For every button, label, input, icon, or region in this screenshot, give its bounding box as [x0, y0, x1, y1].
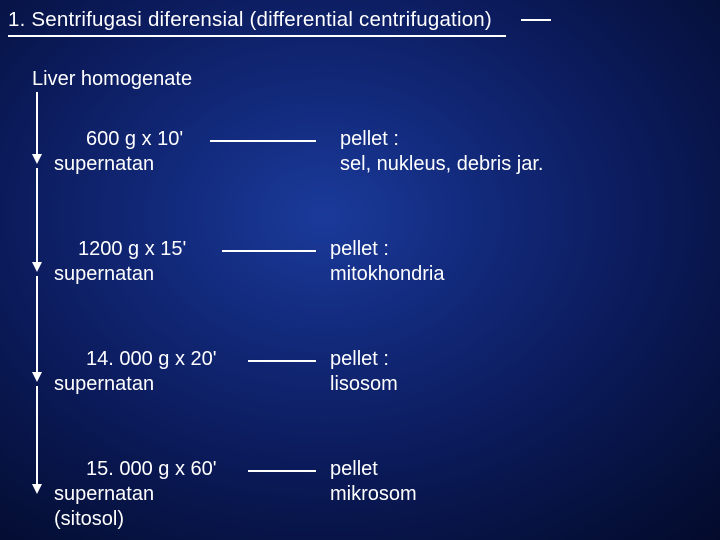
connector-line-1	[210, 140, 316, 142]
pellet-label: pellet	[330, 458, 378, 481]
pellet-label: pellet :	[340, 128, 399, 151]
connector-line-2	[222, 250, 316, 252]
flow-arrow-2	[36, 168, 38, 266]
step-supernatant: supernatan	[54, 373, 154, 396]
step-supernatant: supernatan	[54, 263, 154, 286]
flow-arrow-1	[36, 92, 38, 158]
title-underline	[8, 35, 506, 37]
pellet-items: lisosom	[330, 373, 398, 396]
pellet-items: mitokhondria	[330, 263, 445, 286]
step-supernatant: supernatan	[54, 153, 154, 176]
flow-arrow-3	[36, 276, 38, 376]
flow-arrow-4	[36, 386, 38, 488]
title-dash-icon	[521, 19, 551, 21]
slide-title: 1. Sentrifugasi diferensial (differentia…	[8, 8, 492, 32]
connector-line-4	[248, 470, 316, 472]
pellet-label: pellet :	[330, 348, 389, 371]
step-condition: 14. 000 g x 20'	[86, 348, 217, 371]
arrowhead-icon-4	[32, 484, 42, 494]
connector-line-3	[248, 360, 316, 362]
arrowhead-icon-1	[32, 154, 42, 164]
step-supernatant-extra: (sitosol)	[54, 508, 124, 531]
arrowhead-icon-3	[32, 372, 42, 382]
pellet-items: mikrosom	[330, 483, 417, 506]
step-condition: 600 g x 10'	[86, 128, 183, 151]
start-material-label: Liver homogenate	[32, 68, 192, 91]
step-supernatant: supernatan	[54, 483, 154, 506]
step-condition: 15. 000 g x 60'	[86, 458, 217, 481]
step-condition: 1200 g x 15'	[78, 238, 186, 261]
pellet-items: sel, nukleus, debris jar.	[340, 153, 543, 176]
pellet-label: pellet :	[330, 238, 389, 261]
arrowhead-icon-2	[32, 262, 42, 272]
